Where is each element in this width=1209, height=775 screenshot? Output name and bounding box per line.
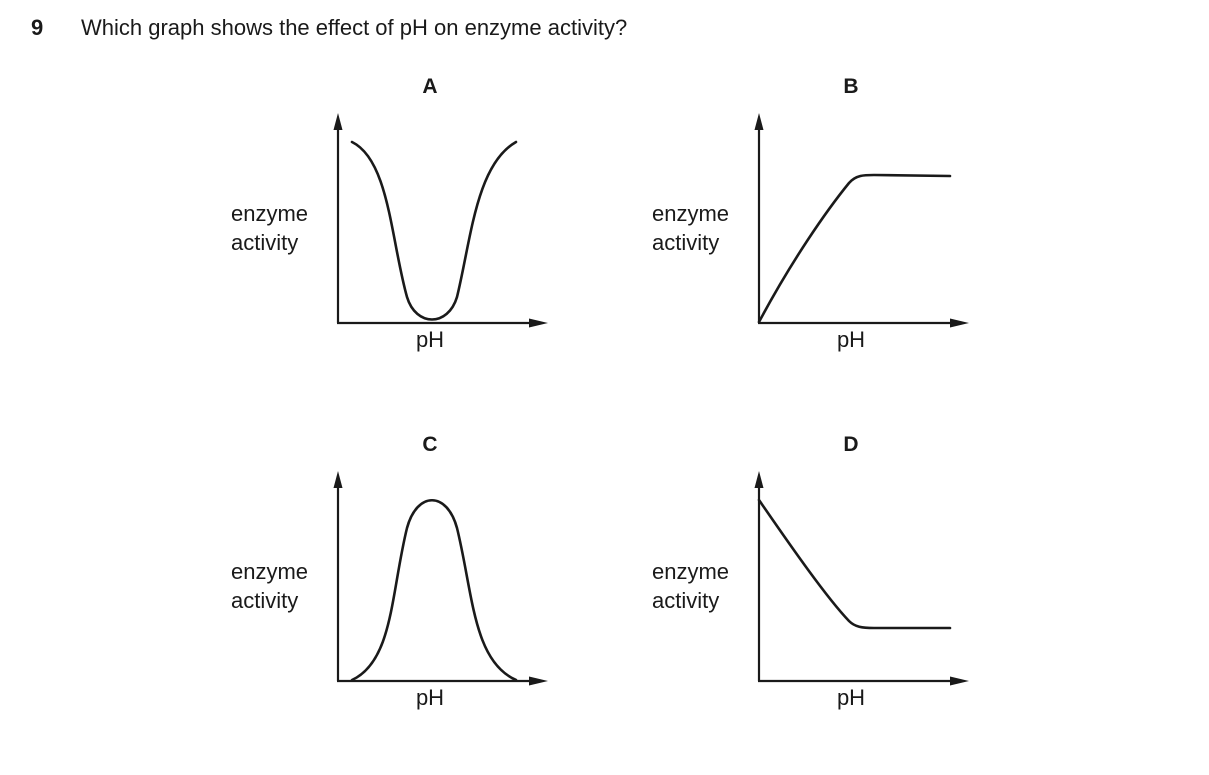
graph-b-plot [754, 113, 969, 328]
x-axis-label-d: pH [836, 685, 866, 710]
y-axis-arrow-c [333, 471, 343, 488]
option-letter-d: D [843, 433, 859, 456]
curve-a [350, 140, 518, 321]
curve-c [350, 499, 518, 682]
graph-option-c[interactable]: C enzyme activity pH [231, 433, 591, 733]
graph-option-d[interactable]: D enzyme activity pH [652, 433, 1012, 733]
graph-c-plot [333, 471, 548, 686]
x-axis-label-c: pH [415, 685, 445, 710]
curve-d [757, 498, 952, 630]
graph-d-plot [754, 471, 969, 686]
question-number: 9 [31, 15, 44, 40]
y-axis-label-b: enzyme activity [652, 201, 730, 255]
x-axis-arrow-c [529, 676, 548, 686]
option-letter-b: B [843, 75, 859, 98]
x-axis-label-b: pH [836, 327, 866, 352]
graph-option-a[interactable]: A enzyme activity pH [231, 75, 591, 375]
option-letter-c: C [422, 433, 438, 456]
y-axis-label-a: enzyme activity [231, 201, 309, 255]
graph-option-b[interactable]: B enzyme activity pH [652, 75, 1012, 375]
question-text: Which graph shows the effect of pH on en… [81, 15, 628, 40]
y-axis-arrow-d [754, 471, 764, 488]
y-axis-label-c: enzyme activity [231, 559, 309, 613]
x-axis-arrow-d [950, 676, 969, 686]
x-axis-arrow-b [950, 318, 969, 328]
curve-b [757, 173, 952, 324]
option-letter-a: A [422, 75, 438, 98]
x-axis-label-a: pH [415, 327, 445, 352]
graph-a-plot [333, 113, 548, 328]
y-axis-arrow-b [754, 113, 764, 130]
y-axis-label-d: enzyme activity [652, 559, 730, 613]
y-axis-arrow-a [333, 113, 343, 130]
x-axis-arrow-a [529, 318, 548, 328]
